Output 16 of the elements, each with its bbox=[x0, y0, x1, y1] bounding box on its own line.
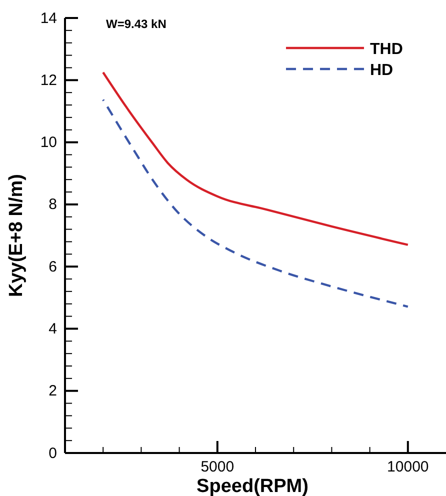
x-tick-label: 5000 bbox=[200, 458, 234, 476]
y-axis-title: Kyy(E+8 N/m) bbox=[6, 174, 27, 298]
y-tick-label: 6 bbox=[48, 258, 57, 276]
y-tick-label: 8 bbox=[48, 196, 57, 214]
y-tick-label: 10 bbox=[40, 134, 57, 152]
y-tick-label: 14 bbox=[40, 10, 57, 27]
x-tick-label: 10000 bbox=[387, 458, 429, 476]
y-tick-label: 4 bbox=[48, 320, 57, 338]
line-series bbox=[102, 98, 409, 308]
y-tick-label: 12 bbox=[40, 72, 57, 89]
x-axis-title: Speed(RPM) bbox=[196, 476, 308, 496]
y-tick-label: 2 bbox=[48, 382, 57, 400]
legend-label: HD bbox=[370, 62, 394, 79]
y-tick-label: 0 bbox=[48, 444, 57, 462]
legend-label: THD bbox=[370, 41, 403, 58]
annotation: W=9.43 kN bbox=[106, 17, 166, 31]
